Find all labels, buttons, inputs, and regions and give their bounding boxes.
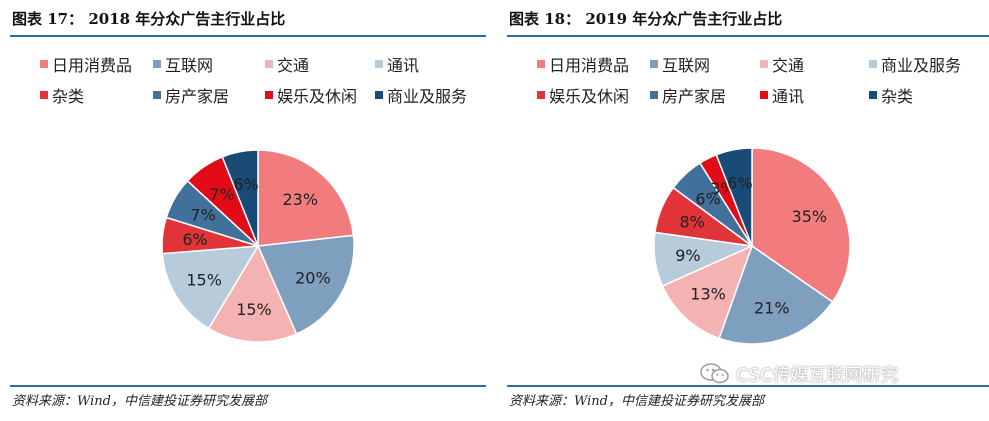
legend-item: 房产家居 [153, 83, 229, 107]
legend-item: 通讯 [375, 52, 419, 76]
pie-slice [257, 149, 355, 247]
legend-swatch [375, 60, 383, 68]
legend-swatch [153, 60, 161, 68]
slice-label: 35% [792, 207, 828, 226]
slice-label: 15% [236, 300, 272, 319]
slice-label: 7% [190, 205, 215, 224]
source-rule [10, 385, 486, 387]
title-rule [507, 35, 989, 37]
legend-swatch [869, 60, 877, 68]
slice-label: 23% [282, 190, 318, 209]
source-note: 资料来源：Wind，中信建投证券研究发展部 [509, 394, 764, 409]
legend-swatch [265, 60, 273, 68]
legend-swatch [650, 60, 658, 68]
legend-swatch [153, 91, 161, 99]
pie-slice [161, 245, 260, 330]
pie-slice [256, 234, 355, 335]
legend-swatch [375, 91, 383, 99]
legend-item: 交通 [760, 52, 804, 76]
watermark-text: CSC传媒互联网研究 [736, 365, 899, 386]
legend-label: 杂类 [52, 87, 85, 106]
legend-item: 日用消费品 [537, 52, 629, 76]
legend-swatch [265, 91, 273, 99]
legend-swatch [537, 60, 545, 68]
slice-label: 13% [690, 284, 726, 303]
legend-swatch [760, 91, 768, 99]
slice-label: 9% [675, 246, 700, 265]
legend-label: 杂类 [881, 87, 914, 106]
legend-swatch [40, 91, 48, 99]
legend-swatch [650, 91, 658, 99]
chart-title: 图表 18： 2019 年分众广告主行业占比 [509, 10, 783, 28]
wechat-icon [700, 363, 730, 385]
legend-item: 互联网 [650, 52, 710, 76]
legend-item: 商业及服务 [869, 52, 961, 76]
chart-title: 图表 17： 2018 年分众广告主行业占比 [12, 10, 286, 28]
legend-label: 商业及服务 [387, 87, 468, 106]
slice-label: 8% [679, 212, 704, 231]
legend-item: 通讯 [760, 83, 804, 107]
source-rule [507, 385, 989, 387]
slice-label: 7% [209, 185, 234, 204]
legend-label: 通讯 [387, 56, 420, 75]
pie-chart-2019: 35%21%13%9%8%6%3%6% [653, 147, 851, 345]
legend-label: 房产家居 [662, 87, 727, 106]
legend-label: 交通 [772, 56, 805, 75]
slice-label: 20% [295, 269, 331, 288]
legend-item: 互联网 [153, 52, 213, 76]
legend-label: 通讯 [772, 87, 805, 106]
legend-item: 商业及服务 [375, 83, 467, 107]
legend-item: 杂类 [869, 83, 913, 107]
chart-panel-2018: 图表 17： 2018 年分众广告主行业占比 日用消费品 互联网 交通 通讯杂类 房产家… [0, 0, 486, 421]
pie-chart-2018: 23%20%15%15%6%7%7%6% [161, 149, 355, 343]
watermark: CSC传媒互联网研究 [700, 361, 899, 387]
legend-label: 房产家居 [165, 87, 230, 106]
slice-label: 6% [695, 190, 720, 209]
slice-label: 15% [186, 270, 222, 289]
legend-label: 商业及服务 [881, 56, 962, 75]
legend-label: 互联网 [662, 56, 711, 75]
legend-item: 房产家居 [650, 83, 726, 107]
legend-item: 杂类 [40, 83, 84, 107]
legend-item: 日用消费品 [40, 52, 132, 76]
pie-slice [207, 244, 298, 343]
pie-slice [661, 244, 754, 340]
pie-slice [221, 149, 259, 247]
legend-swatch [760, 60, 768, 68]
legend-swatch [537, 91, 545, 99]
legend-label: 娱乐及休闲 [549, 87, 630, 106]
legend-label: 日用消费品 [549, 56, 630, 75]
slice-label: 6% [727, 173, 752, 192]
legend-label: 交通 [277, 56, 310, 75]
legend-label: 互联网 [165, 56, 214, 75]
slice-label: 6% [182, 230, 207, 249]
chart-panel-2019: 图表 18： 2019 年分众广告主行业占比 日用消费品 互联网 交通 商业及服务娱乐… [497, 0, 989, 421]
pie-slice [751, 147, 851, 303]
legend-swatch [40, 60, 48, 68]
legend-swatch [869, 91, 877, 99]
source-note: 资料来源：Wind，中信建投证券研究发展部 [12, 394, 267, 409]
legend-label: 娱乐及休闲 [277, 87, 358, 106]
pie-slice [715, 147, 753, 247]
slice-label: 21% [754, 299, 790, 318]
legend-label: 日用消费品 [52, 56, 133, 75]
legend-item: 娱乐及休闲 [265, 83, 357, 107]
title-rule [10, 35, 486, 37]
legend-item: 娱乐及休闲 [537, 83, 629, 107]
pie-slice [718, 244, 834, 345]
slice-label: 6% [233, 175, 258, 194]
legend-item: 交通 [265, 52, 309, 76]
